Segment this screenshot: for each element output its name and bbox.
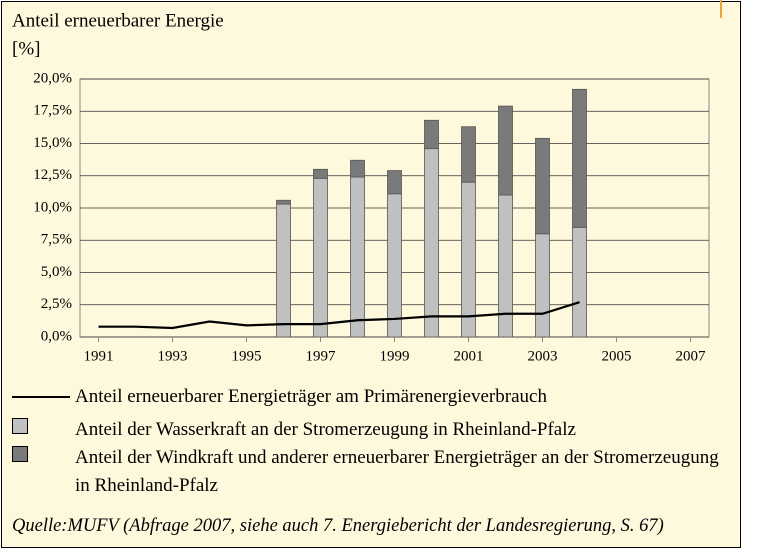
bar xyxy=(535,233,550,338)
bar xyxy=(387,193,402,338)
bar xyxy=(276,203,291,338)
bar xyxy=(535,137,550,235)
y-tick-label: 10,0% xyxy=(33,199,72,215)
x-tick-label: 1991 xyxy=(84,348,114,364)
bar xyxy=(313,168,328,179)
line xyxy=(98,301,580,330)
bar xyxy=(498,194,513,338)
x-tick-label: 2001 xyxy=(454,348,484,364)
y-tick-label: 5,0% xyxy=(41,264,72,280)
y-tick-label: 7,5% xyxy=(41,232,72,248)
bar xyxy=(276,199,291,205)
y-tick-label: 20,0% xyxy=(33,70,72,86)
y-tick-label: 15,0% xyxy=(33,135,72,151)
bar xyxy=(461,181,476,338)
bar xyxy=(498,105,513,196)
x-tick-label: 1993 xyxy=(158,348,188,364)
legend-swatch xyxy=(12,446,28,462)
bar xyxy=(572,88,587,228)
edge-mark xyxy=(720,0,722,18)
bar xyxy=(387,170,402,195)
x-tick-label: 2005 xyxy=(602,348,632,364)
bar xyxy=(461,126,476,183)
source-note: Quelle:MUFV (Abfrage 2007, siehe auch 7.… xyxy=(12,516,664,536)
y-tick-label: 12,5% xyxy=(33,167,72,183)
y-tick-label: 0,0% xyxy=(41,328,72,344)
legend-swatch xyxy=(12,418,28,434)
y-axis-label: [%] xyxy=(12,38,40,59)
x-tick-label: 2003 xyxy=(528,348,558,364)
y-tick-label: 2,5% xyxy=(41,296,72,312)
chart-title: Anteil erneuerbarer Energie xyxy=(12,10,224,31)
legend-swatch xyxy=(12,396,70,398)
legend-label: Anteil der Windkraft und anderer erneuer… xyxy=(75,447,719,496)
x-tick-label: 1995 xyxy=(232,348,262,364)
legend-label: Anteil der Wasserkraft an der Stromerzeu… xyxy=(75,419,576,440)
bar xyxy=(313,177,328,338)
bar xyxy=(424,119,439,150)
bar xyxy=(424,148,439,338)
y-tick-label: 17,5% xyxy=(33,103,72,119)
bar xyxy=(350,159,365,178)
bar xyxy=(350,176,365,338)
x-tick-label: 2007 xyxy=(676,348,707,364)
x-tick-label: 1997 xyxy=(306,348,337,364)
x-tick-label: 1999 xyxy=(380,348,410,364)
chart-frame xyxy=(1,1,741,548)
legend-label: Anteil erneuerbarer Energieträger am Pri… xyxy=(75,386,547,407)
bar xyxy=(572,226,587,338)
